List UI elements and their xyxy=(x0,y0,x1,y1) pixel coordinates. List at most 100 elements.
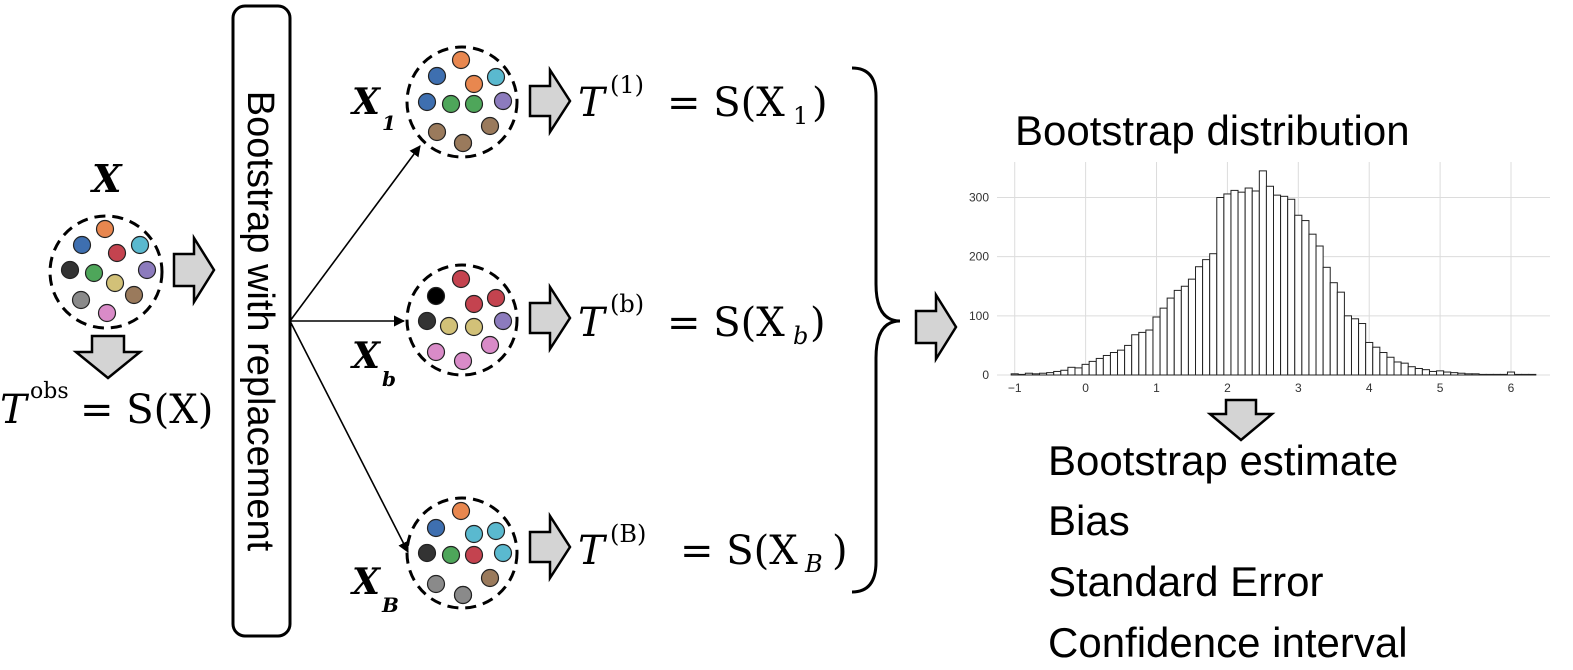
histogram-bar xyxy=(1046,372,1055,376)
statistic-b: T (b) = S(X b ) xyxy=(578,290,826,350)
histogram-bar xyxy=(1159,307,1168,376)
histogram-bar xyxy=(1386,356,1395,376)
original-to-bootstrap-arrow xyxy=(172,233,216,307)
original-sample-dot xyxy=(95,219,115,239)
resample-B-dot xyxy=(417,543,437,563)
resample-b-label-sub: b xyxy=(382,367,396,391)
histogram-bar xyxy=(1166,297,1175,376)
histogram-bar xyxy=(1088,360,1097,376)
histogram-bar xyxy=(1074,367,1083,376)
histogram-bar xyxy=(1528,373,1537,376)
statistic-b-base: T xyxy=(578,300,608,346)
histogram-bar xyxy=(1322,266,1331,376)
histogram-bar xyxy=(1202,259,1211,376)
resample-b: X b xyxy=(350,263,519,391)
x-tick-label: 0 xyxy=(1082,381,1089,395)
statistic-1-eq: = S(X xyxy=(667,80,785,126)
resample-B-dot xyxy=(441,545,461,565)
y-tick-label: 300 xyxy=(969,191,989,205)
resample-B-ring xyxy=(405,496,519,610)
histogram-bar xyxy=(1195,266,1204,376)
histogram-y-ticks: 0 100 200 300 xyxy=(969,191,989,383)
resample-b-dot xyxy=(493,311,513,331)
histogram-bar xyxy=(1010,373,1019,376)
histogram-bar xyxy=(1230,189,1239,376)
histogram-bar xyxy=(1372,346,1381,376)
y-tick-label: 200 xyxy=(969,250,989,264)
histogram-bar xyxy=(1152,316,1161,376)
histogram-bar xyxy=(1336,291,1345,376)
histogram-bar xyxy=(1081,363,1090,376)
original-sample-dot xyxy=(107,243,127,263)
statistic-1-close: ) xyxy=(812,80,828,126)
resample-b-arrow xyxy=(528,282,572,354)
outputs-list: Bootstrap estimate Bias Standard Error C… xyxy=(1048,437,1408,666)
statistic-1-sup: (1) xyxy=(610,71,644,99)
resample-1-dot xyxy=(451,50,471,70)
original-sample-dot xyxy=(137,260,157,280)
x-tick-label: 3 xyxy=(1295,381,1302,395)
histogram-bar xyxy=(1067,366,1076,376)
observed-statistic-sup: obs xyxy=(30,379,69,404)
resample-1-dots xyxy=(417,50,513,153)
x-tick-label: 5 xyxy=(1437,381,1444,395)
x-tick-label: −1 xyxy=(1008,381,1022,395)
histogram-bar xyxy=(1109,352,1119,376)
resample-1-ring xyxy=(405,45,519,159)
statistic-B-sup: (B) xyxy=(610,520,646,548)
resample-B-dot xyxy=(426,518,446,538)
original-sample-ring xyxy=(48,214,164,330)
statistic-B: T (B) = S(X B ) xyxy=(578,520,848,578)
histogram-bar xyxy=(1265,185,1275,376)
histogram-bar xyxy=(1407,366,1416,376)
histogram-bar xyxy=(1017,373,1026,376)
histogram-bar xyxy=(1294,214,1303,376)
histogram-bar xyxy=(1117,349,1126,376)
output-confidence-interval: Confidence interval xyxy=(1048,619,1408,666)
histogram-x-ticks: −1 0 1 2 3 4 5 6 xyxy=(1008,381,1515,395)
histogram-bar xyxy=(1301,220,1310,376)
histogram-bar xyxy=(1428,370,1438,376)
histogram-bar xyxy=(1492,373,1501,376)
resample-1: X 1 xyxy=(350,45,519,159)
x-tick-label: 4 xyxy=(1366,381,1373,395)
resample-b-dot xyxy=(486,288,506,308)
original-sample-dot xyxy=(84,263,104,283)
resample-B-dot xyxy=(426,574,446,594)
original-sample: X xyxy=(48,156,164,330)
resample-B-dot xyxy=(480,568,500,588)
grouping-brace xyxy=(851,66,901,594)
statistic-b-sup: (b) xyxy=(610,290,644,318)
histogram-bar xyxy=(1131,334,1140,376)
resample-B-dot xyxy=(486,521,506,541)
histogram-bar xyxy=(1024,372,1033,376)
histogram-bar xyxy=(1499,373,1508,376)
x-tick-label: 2 xyxy=(1224,381,1231,395)
statistic-b-sub: b xyxy=(793,322,808,350)
resample-b-dot xyxy=(453,351,473,371)
histogram-bar xyxy=(1287,198,1296,376)
histogram-bar xyxy=(1450,372,1459,376)
original-sample-dot xyxy=(72,235,92,255)
resample-B-arrow xyxy=(528,511,572,583)
resample-1-dot xyxy=(480,116,500,136)
original-sample-dot xyxy=(105,273,125,293)
resample-B-dot xyxy=(493,543,513,563)
histogram-bar xyxy=(1478,373,1487,376)
histogram-bar xyxy=(1521,373,1530,376)
histogram-bar xyxy=(1464,373,1473,376)
histogram-bar xyxy=(1365,341,1374,376)
histogram-bar xyxy=(1223,193,1232,376)
resample-B-label: X xyxy=(350,561,382,603)
statistic-b-close: ) xyxy=(810,300,826,346)
histogram-bar xyxy=(1514,373,1523,376)
histogram-bar xyxy=(1187,278,1197,376)
resample-B-dot xyxy=(464,545,484,565)
distribution-to-outputs-arrow xyxy=(1206,398,1276,442)
histogram-bar xyxy=(1436,370,1445,376)
output-bootstrap-estimate: Bootstrap estimate xyxy=(1048,437,1398,484)
original-sample-label: X xyxy=(90,156,123,201)
resample-1-label: X xyxy=(350,81,382,123)
histogram-bar xyxy=(1379,352,1388,376)
